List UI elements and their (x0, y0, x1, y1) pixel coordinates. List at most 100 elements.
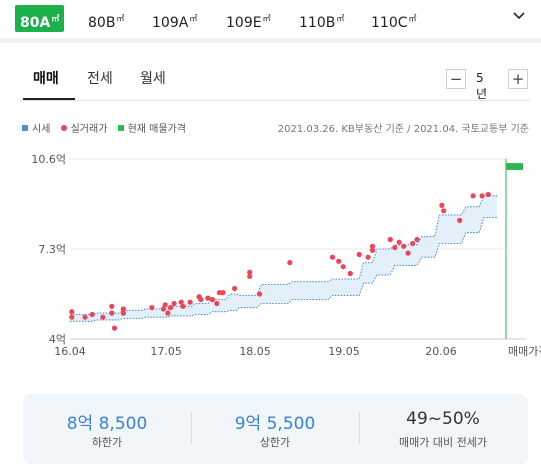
actual-trade-point (356, 251, 362, 258)
actual-trade-point (187, 299, 193, 305)
actual-trade-point (336, 258, 342, 264)
size-tab-80a[interactable]: 80A㎡ (15, 5, 65, 32)
actual-trade-point (347, 270, 353, 277)
summary-divider (191, 412, 192, 444)
actual-trade-point (247, 269, 253, 275)
period-plus-button[interactable]: + (508, 69, 528, 89)
actual-trade-point (485, 191, 491, 198)
actual-trade-point (414, 236, 420, 243)
size-tab-110b[interactable]: 110B㎡ (299, 14, 345, 31)
actual-trade-point (457, 217, 463, 223)
price-summary: 8억 8,500 하한가 9억 5,500 상한가 49~50% 매매가 대비 … (23, 394, 528, 464)
jeonse-ratio-value: 49~50% (406, 409, 480, 429)
actual-trade-point (410, 240, 416, 247)
y-tick-label: 10.6억 (31, 153, 66, 166)
actual-trade-point (109, 303, 115, 309)
current-swatch (117, 125, 124, 131)
x-tick-label: 19.05 (328, 345, 360, 358)
x-tick-label: 매매가격 (508, 345, 541, 358)
actual-trade-point (180, 303, 186, 309)
upper-price-label: 상한가 (259, 436, 291, 449)
actual-trade-point (214, 300, 220, 307)
tab-divider (20, 100, 530, 101)
actual-trade-point (387, 236, 393, 243)
actual-trade-point (109, 310, 115, 316)
y-tick-label: 7.3억 (38, 243, 66, 256)
tab-monthly-rent[interactable]: 월세 (140, 71, 166, 87)
chart-legend: 시세 실거래가 현재 매물가격 (22, 120, 193, 135)
actual-trade-point (365, 254, 371, 260)
size-tab-bar: 80A㎡ 80B㎡ 109A㎡ 109E㎡ 110B㎡ 110C㎡ (0, 0, 541, 38)
actual-trade-point (479, 193, 485, 199)
actual-trade-point (220, 290, 226, 296)
actual-trade-point (401, 243, 407, 249)
active-tab-indicator (23, 98, 75, 100)
summary-ratio: 49~50% 매매가 대비 전세가 (359, 394, 527, 464)
actual-trade-point (441, 208, 447, 214)
actual-swatch (60, 125, 67, 131)
actual-trade-point (256, 291, 263, 297)
price-chart: 4억 7.3억 10.6억 16.04 17.05 18.05 19.05 20.06 매매가격 (31, 153, 541, 358)
legend-item-market: 시세 (22, 120, 50, 135)
lower-price-value: 8억 8,500 (66, 414, 148, 434)
actual-trade-point (470, 193, 476, 199)
actual-trade-point (69, 314, 75, 320)
summary-divider (359, 412, 360, 444)
actual-trade-point (405, 250, 411, 256)
actual-trade-point (167, 305, 174, 311)
size-tab-109a[interactable]: 109A㎡ (152, 14, 198, 31)
actual-trade-point (111, 325, 118, 331)
chevron-down-icon[interactable] (511, 8, 527, 24)
tab-sale[interactable]: 매매 (33, 71, 59, 87)
x-tick-label: 17.05 (150, 345, 182, 358)
x-tick-label: 20.06 (425, 345, 457, 358)
period-value: 5년 (476, 71, 488, 101)
summary-lower: 8억 8,500 하한가 (23, 394, 191, 464)
actual-trade-point (369, 243, 376, 249)
period-minus-button[interactable]: − (446, 69, 466, 89)
actual-trade-point (369, 247, 376, 253)
jeonse-ratio-label: 매매가 대비 전세가 (399, 436, 487, 449)
upper-price-value: 9억 5,500 (234, 414, 316, 434)
size-tab-110c[interactable]: 110C㎡ (371, 14, 417, 31)
actual-trade-point (120, 306, 126, 312)
actual-trade-point (120, 310, 126, 316)
actual-trade-point (340, 264, 346, 270)
actual-trade-point (439, 202, 445, 208)
actual-trade-point (247, 273, 253, 279)
actual-trade-point (209, 296, 215, 303)
size-tab-80b[interactable]: 80B㎡ (88, 14, 125, 31)
lower-price-label: 하한가 (91, 436, 123, 449)
actual-trade-point (178, 299, 184, 305)
actual-trade-point (89, 311, 95, 318)
market-swatch (22, 125, 28, 131)
tab-jeonse[interactable]: 전세 (87, 71, 113, 87)
actual-trade-point (165, 310, 171, 316)
actual-trade-point (329, 254, 336, 260)
section-separator (0, 38, 541, 43)
source-note: 2021.03.26. KB부동산 기준 / 2021.04. 국토교통부 기준 (277, 124, 529, 135)
summary-upper: 9억 5,500 상한가 (191, 394, 359, 464)
market-lower-line (70, 217, 498, 322)
actual-trade-point (198, 296, 204, 303)
market-band-fill (70, 195, 498, 322)
actual-trade-point (205, 295, 211, 301)
y-tick-label: 4억 (49, 333, 66, 346)
current-price-marker (506, 163, 523, 170)
x-tick-label: 18.05 (239, 345, 271, 358)
actual-trade-point (287, 260, 293, 266)
market-upper-line (70, 195, 498, 316)
legend-item-current: 현재 매물가격 (117, 120, 186, 135)
actual-trade-point (392, 245, 398, 251)
actual-trade-point (396, 239, 402, 245)
size-tab-109e[interactable]: 109E㎡ (226, 14, 271, 31)
actual-trade-point (162, 302, 168, 308)
actual-trade-point (232, 285, 238, 292)
legend-item-actual: 실거래가 (60, 120, 107, 135)
actual-trade-point (171, 300, 177, 307)
actual-trade-point (82, 314, 88, 320)
actual-trade-point (100, 314, 106, 320)
actual-trade-point (160, 306, 166, 312)
x-tick-label: 16.04 (54, 345, 86, 358)
actual-trade-point (69, 309, 75, 315)
